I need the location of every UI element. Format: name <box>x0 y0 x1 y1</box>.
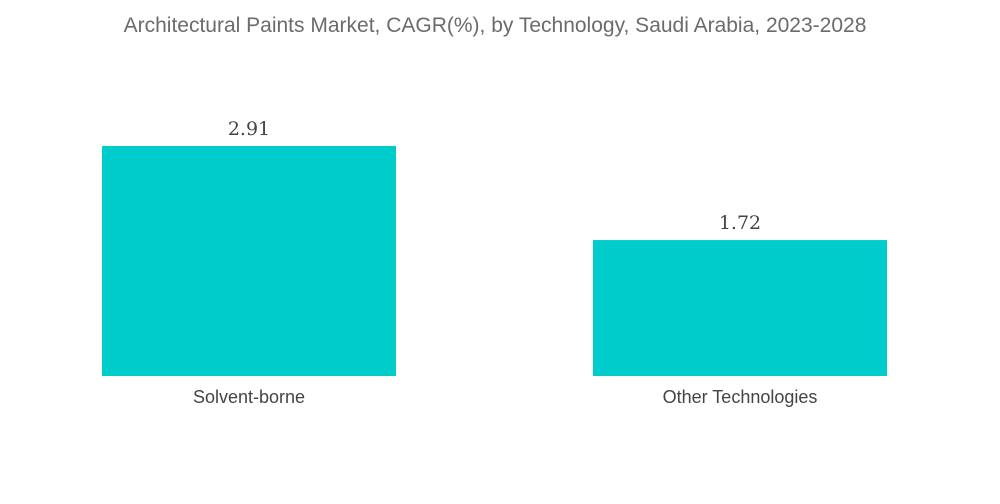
bar-1 <box>102 146 396 376</box>
category-label-2: Other Technologies <box>663 387 818 407</box>
bar-2 <box>593 240 887 376</box>
data-label-1: 2.91 <box>228 118 270 140</box>
chart-title: Architectural Paints Market, CAGR(%), by… <box>123 14 867 37</box>
labels-layer: 2.91 Solvent-borne 1.72 Other Technologies <box>193 118 817 407</box>
data-label-2: 1.72 <box>719 212 761 234</box>
category-label-1: Solvent-borne <box>193 387 305 407</box>
bars-layer <box>102 146 887 376</box>
